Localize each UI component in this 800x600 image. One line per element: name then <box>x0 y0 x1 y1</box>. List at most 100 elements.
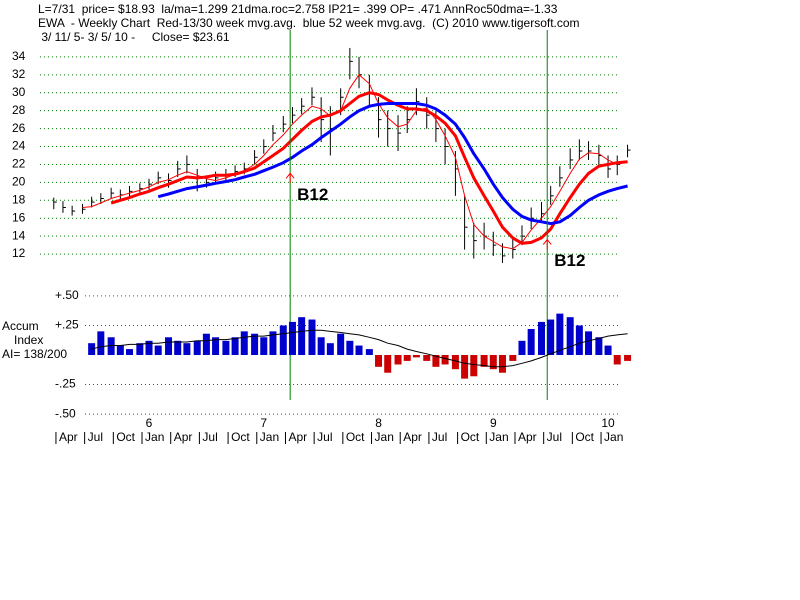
header-line: EWA - Weekly Chart Red-13/30 week mvg.av… <box>38 16 580 30</box>
accum-bar <box>613 355 621 365</box>
x-tick-label: Oct <box>231 430 250 444</box>
accum-bar <box>240 331 248 355</box>
accum-bar <box>412 355 420 358</box>
y-tick-label: 20 <box>12 175 26 189</box>
y-tick-label: -.25 <box>55 377 76 391</box>
accum-bar <box>269 331 277 355</box>
signal-label: B12 <box>554 251 585 270</box>
signal-arrow <box>285 172 295 184</box>
x-tick-label: Jul <box>547 430 562 444</box>
x-tick-label: Oct <box>346 430 365 444</box>
accum-bar <box>498 355 506 373</box>
x-tick-label: Jan <box>375 430 394 444</box>
accum-bar <box>251 333 259 355</box>
accum-bar <box>480 355 488 367</box>
year-label: 10 <box>601 416 615 430</box>
accum-bar <box>595 337 603 355</box>
x-tick-label: Apr <box>174 430 193 444</box>
header-line: L=7/31 price= $18.93 la/ma=1.299 21dma.r… <box>38 2 558 16</box>
accum-bar <box>547 319 555 355</box>
accum-bar <box>288 321 296 355</box>
moving-average <box>110 91 628 245</box>
moving-average <box>82 74 628 250</box>
accum-bar <box>145 340 153 355</box>
x-tick-label: Jan <box>489 430 508 444</box>
accum-bar <box>183 343 191 355</box>
accum-bar <box>174 340 182 355</box>
accum-bar <box>470 355 478 377</box>
accum-bar <box>566 317 574 355</box>
x-tick-label: Jul <box>202 430 217 444</box>
accum-bar <box>384 355 392 373</box>
x-tick-label: Oct <box>575 430 594 444</box>
accum-bar <box>126 349 134 355</box>
accum-bar <box>308 319 316 355</box>
x-tick-label: Apr <box>403 430 422 444</box>
x-tick-label: Jan <box>260 430 279 444</box>
accum-bar <box>222 340 230 355</box>
x-tick-label: Jul <box>432 430 447 444</box>
accum-bar <box>298 317 306 355</box>
y-tick-label: -.50 <box>55 406 76 420</box>
accum-bar <box>212 337 220 355</box>
y-tick-label: 26 <box>12 121 26 135</box>
year-label: 8 <box>375 416 382 430</box>
accum-bar <box>337 333 345 355</box>
y-tick-label: 22 <box>12 157 26 171</box>
accum-bar <box>136 343 144 355</box>
accum-bar <box>432 355 440 367</box>
accum-bar <box>317 337 325 355</box>
year-label: 7 <box>260 416 267 430</box>
y-tick-label: 24 <box>12 139 26 153</box>
x-tick-label: Oct <box>116 430 135 444</box>
accum-bar <box>193 340 201 355</box>
accum-bar <box>527 329 535 355</box>
accum-bar <box>97 331 105 355</box>
accum-bar <box>489 355 497 370</box>
accum-bar <box>202 333 210 355</box>
year-label: 6 <box>146 416 153 430</box>
moving-average <box>157 102 628 226</box>
y-tick-label: 32 <box>12 67 26 81</box>
accum-bar <box>116 345 124 355</box>
x-tick-label: Jan <box>145 430 164 444</box>
x-tick-label: Apr <box>59 430 78 444</box>
y-tick-label: 28 <box>12 103 26 117</box>
accum-bar <box>346 340 354 355</box>
header-line: 3/ 11/ 5- 3/ 5/ 10 - Close= $23.61 <box>38 30 230 44</box>
accum-bar <box>154 345 162 355</box>
accum-bar <box>423 355 431 361</box>
panel-label: Accum <box>2 319 39 333</box>
accum-bar <box>441 355 449 365</box>
accum-bar <box>575 325 583 355</box>
x-tick-label: Jul <box>88 430 103 444</box>
y-tick-label: 18 <box>12 192 26 206</box>
accum-bar <box>585 331 593 355</box>
accum-average <box>91 329 628 368</box>
y-tick-label: 34 <box>12 49 26 63</box>
y-tick-label: 30 <box>12 85 26 99</box>
y-tick-label: 14 <box>12 228 26 242</box>
accum-bar <box>509 355 517 361</box>
y-tick-label: +.25 <box>55 318 79 332</box>
accum-bar <box>107 337 115 355</box>
accum-bar <box>604 345 612 355</box>
signal-arrow <box>542 238 552 250</box>
x-tick-label: Apr <box>518 430 537 444</box>
accum-bar <box>451 355 459 370</box>
panel-label: Index <box>14 333 43 347</box>
accum-bar <box>326 343 334 355</box>
accum-bar <box>461 355 469 379</box>
accum-bar <box>624 355 632 361</box>
accum-bar <box>394 355 402 365</box>
accum-bar <box>556 313 564 355</box>
accum-bar <box>355 345 363 355</box>
y-tick-label: +.50 <box>55 288 79 302</box>
accum-bar <box>537 321 545 355</box>
accum-bar <box>403 355 411 361</box>
signal-label: B12 <box>297 185 328 204</box>
x-tick-label: Oct <box>461 430 480 444</box>
x-tick-label: Jan <box>604 430 623 444</box>
